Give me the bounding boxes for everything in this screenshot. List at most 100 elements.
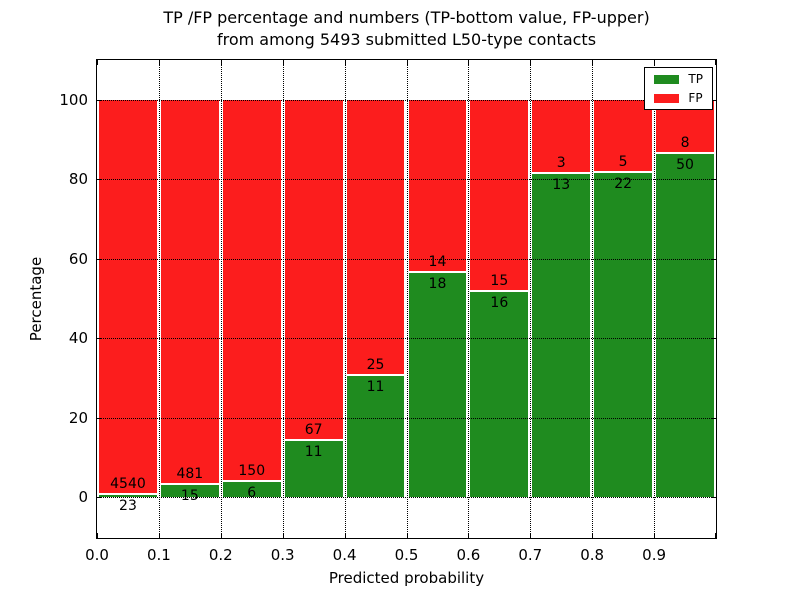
chart-title-line2: from among 5493 submitted L50-type conta… [216, 30, 597, 49]
x-tick-mark [344, 60, 346, 65]
y-tick-label: 60 [68, 249, 88, 268]
fp-count-label: 5 [618, 154, 628, 171]
x-tick-mark [97, 533, 98, 538]
gridline-vertical [468, 60, 470, 538]
y-tick-mark [711, 417, 716, 419]
bar-segment-tp [470, 291, 529, 497]
legend: TP FP [644, 67, 713, 110]
ticks-layer [97, 60, 716, 538]
x-tick-label: 0.5 [394, 546, 419, 564]
x-tick-mark [406, 60, 408, 65]
fp-count-label: 15 [490, 272, 509, 289]
x-tick-label: 0.7 [518, 546, 543, 564]
x-tick-mark [282, 60, 284, 65]
y-tick-label: 0 [78, 488, 88, 506]
tp-count-label: 16 [490, 294, 509, 311]
gridline-vertical [406, 60, 408, 538]
fp-count-label: 481 [176, 465, 204, 482]
x-tick-mark [406, 533, 408, 538]
bar-segment-tp [594, 173, 653, 497]
chart-title-line1: TP /FP percentage and numbers (TP-bottom… [163, 8, 650, 27]
tp-count-label: 11 [304, 443, 323, 460]
gridline-vertical [344, 60, 346, 538]
tp-count-label: 13 [552, 177, 571, 194]
bar-segment-tp [346, 375, 405, 497]
gridline-vertical [158, 60, 160, 538]
x-tick-label: 0.4 [332, 546, 357, 564]
tp-count-label: 15 [180, 487, 199, 504]
x-tick-label: 0.2 [208, 546, 233, 564]
tp-count-label: 22 [614, 176, 633, 193]
y-tick-mark [711, 179, 716, 180]
bar-segment-tp [532, 174, 591, 497]
x-tick-label: 0.9 [642, 546, 667, 564]
x-tick-label: 0.8 [580, 546, 605, 564]
bar-segment-fp [346, 99, 405, 374]
x-tick-mark [530, 533, 532, 538]
tp-swatch-icon [654, 74, 680, 84]
y-tick-mark [97, 99, 102, 101]
x-tick-mark [530, 60, 532, 65]
y-tick-mark [711, 497, 716, 498]
tp-count-label: 50 [676, 157, 694, 174]
x-tick-mark [715, 60, 716, 65]
fp-swatch-icon [654, 93, 680, 103]
x-tick-mark [97, 60, 98, 65]
fp-count-label: 14 [428, 254, 447, 271]
x-tick-label: 0.1 [146, 546, 171, 564]
legend-item-tp: TP [654, 73, 703, 85]
bar-segment-fp [222, 99, 281, 480]
x-tick-mark [282, 533, 284, 538]
x-tick-label: 0.6 [456, 546, 481, 564]
y-tick-label: 80 [68, 170, 88, 188]
bar-segment-fp [594, 99, 653, 172]
x-tick-mark [654, 60, 656, 65]
bar-segment-fp [160, 99, 219, 483]
gridline-vertical [530, 60, 532, 538]
bar-segment-tp [160, 484, 219, 497]
bar-segment-tp [284, 440, 343, 497]
y-tick-mark [97, 179, 102, 180]
fp-count-label: 3 [556, 155, 566, 172]
tp-count-label: 18 [428, 276, 447, 293]
gridline-vertical [654, 60, 656, 538]
x-tick-mark [654, 533, 656, 538]
bars-layer [97, 60, 716, 538]
y-tick-mark [97, 417, 102, 419]
gridline-vertical [592, 60, 594, 538]
bar-segment-fp [99, 99, 157, 493]
fp-count-label: 67 [304, 421, 323, 438]
grid-layer [97, 60, 716, 538]
x-tick-label: 0.0 [85, 546, 109, 564]
fp-count-label: 25 [366, 356, 385, 373]
y-tick-mark [97, 497, 102, 498]
y-tick-label: 100 [59, 90, 88, 109]
y-tick-mark [711, 338, 716, 339]
chart-title: TP /FP percentage and numbers (TP-bottom… [96, 7, 717, 51]
legend-label-tp: TP [688, 72, 703, 86]
bar-segment-fp [470, 99, 529, 290]
plot-area: 4540 23 481 15 150 6 67 11 25 11 14 18 15 16 3 13 5 22 8 50… [96, 59, 717, 539]
fp-count-label: 8 [680, 135, 690, 152]
bar-segment-tp [656, 154, 714, 497]
y-axis-title: Percentage [27, 256, 45, 342]
y-tick-mark [97, 338, 102, 339]
x-tick-mark [344, 533, 346, 538]
legend-item-fp: FP [654, 92, 703, 104]
x-axis-title: Predicted probability [328, 569, 485, 587]
bar-segment-tp [99, 495, 157, 497]
bar-segment-tp [222, 481, 281, 497]
x-tick-mark [715, 533, 716, 538]
tp-count-label: 11 [366, 378, 385, 395]
y-tick-label: 40 [68, 329, 88, 347]
gridline-vertical [282, 60, 284, 538]
x-tick-mark [220, 60, 222, 65]
y-tick-mark [97, 258, 102, 260]
bar-segment-tp [408, 273, 467, 497]
fp-count-label: 4540 [110, 476, 146, 492]
y-tick-label: 20 [68, 408, 88, 427]
tp-count-label: 23 [119, 497, 137, 514]
gridline-vertical [220, 60, 222, 538]
x-tick-mark [592, 533, 594, 538]
bar-segment-fp [284, 99, 343, 439]
